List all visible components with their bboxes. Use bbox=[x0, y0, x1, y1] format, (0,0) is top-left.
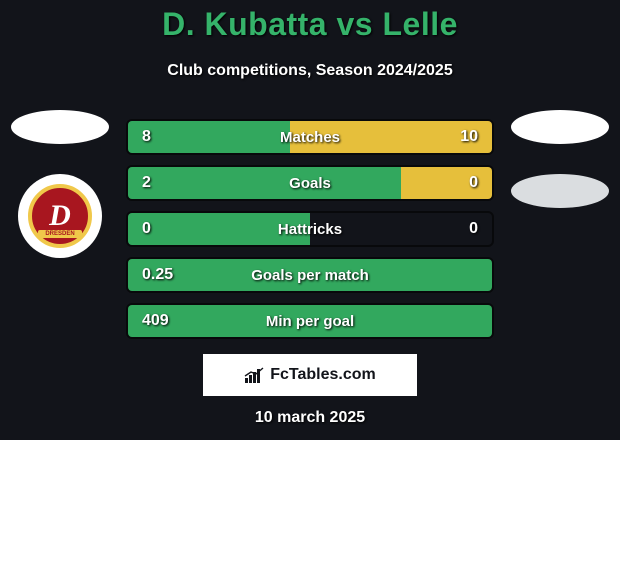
comparison-bars: 8Matches102Goals00Hattricks00.25Goals pe… bbox=[126, 119, 494, 339]
bar-right-value: 0 bbox=[469, 167, 478, 199]
bar-right-value: 10 bbox=[460, 121, 478, 153]
right-club-placeholder bbox=[511, 174, 609, 208]
left-club-logo-letter: D bbox=[49, 199, 71, 233]
brand-bars-icon bbox=[244, 366, 266, 384]
background-bottom bbox=[0, 440, 620, 580]
bar-row: 8Matches10 bbox=[126, 119, 494, 155]
brand-box: FcTables.com bbox=[202, 353, 418, 397]
left-club-logo: D DRESDEN bbox=[18, 174, 102, 258]
left-player-placeholder bbox=[11, 110, 109, 144]
bar-row: 2Goals0 bbox=[126, 165, 494, 201]
bar-right-value: 0 bbox=[469, 213, 478, 245]
bar-row: 0.25Goals per match bbox=[126, 257, 494, 293]
bar-metric-label: Matches bbox=[128, 121, 492, 153]
bar-row: 409Min per goal bbox=[126, 303, 494, 339]
left-club-logo-inner: D DRESDEN bbox=[28, 184, 92, 248]
bar-metric-label: Goals bbox=[128, 167, 492, 199]
brand-text: FcTables.com bbox=[270, 366, 376, 384]
bar-metric-label: Min per goal bbox=[128, 305, 492, 337]
right-player-column bbox=[510, 110, 610, 208]
bar-row: 0Hattricks0 bbox=[126, 211, 494, 247]
left-player-column: D DRESDEN bbox=[10, 110, 110, 258]
bar-metric-label: Goals per match bbox=[128, 259, 492, 291]
right-player-placeholder bbox=[511, 110, 609, 144]
chart-date: 10 march 2025 bbox=[0, 409, 620, 427]
bar-metric-label: Hattricks bbox=[128, 213, 492, 245]
chart-subtitle: Club competitions, Season 2024/2025 bbox=[0, 62, 620, 80]
chart-title: D. Kubatta vs Lelle bbox=[0, 6, 620, 43]
left-club-logo-ribbon: DRESDEN bbox=[38, 230, 82, 238]
